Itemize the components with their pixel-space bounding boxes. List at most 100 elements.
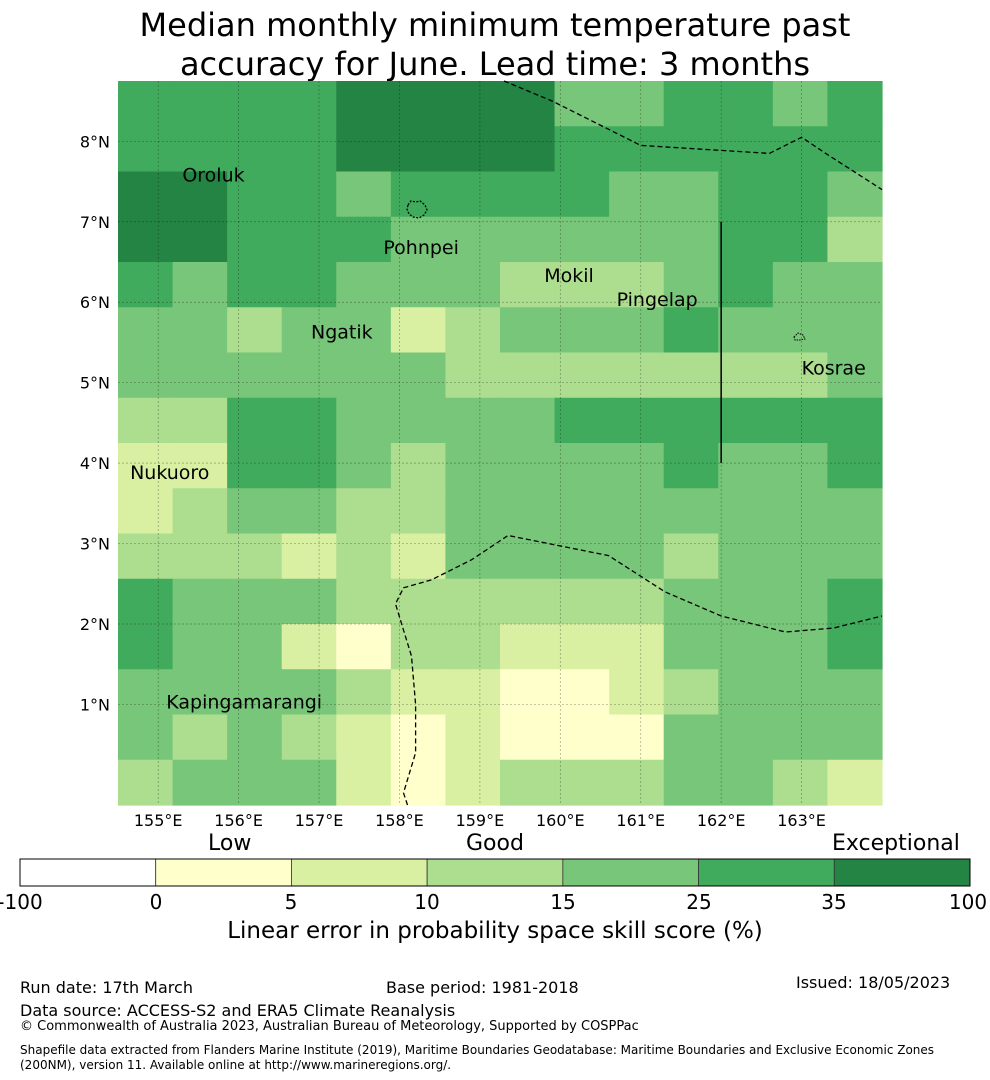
skill-cell [609,262,665,308]
skill-cell [390,759,447,806]
skill-cell [554,171,610,218]
skill-cell [772,714,829,761]
colorbar-tick-label: 10 [414,890,440,914]
skill-cell [227,669,283,716]
colorbar-segment [698,858,835,887]
latitude-tick-label: 8°N [80,132,110,151]
skill-cell [554,126,610,173]
skill-cell [445,352,501,399]
map-axes: 155°E 156°E 157°E 158°E 159°E 160°E 161°E 162°E… [80,132,826,830]
skill-cell [390,262,447,308]
colorbar-tick-label: 0 [149,890,163,914]
latitude-tick-label: 3°N [80,535,110,554]
skill-cell [281,533,337,580]
skill-cell [172,307,228,354]
skill-cell [390,81,447,127]
skill-cell [663,533,719,580]
skill-cell [172,352,228,399]
skill-cell [227,126,283,173]
skill-cell [281,216,337,263]
skill-cell [718,352,774,399]
skill-cell [500,669,556,716]
skill-cell [390,397,447,444]
skill-cell [772,81,829,127]
skill-cell [500,759,556,806]
skill-cell [390,171,447,218]
eez-boundaries [394,80,883,806]
skill-cell [663,171,719,218]
skill-cell [554,81,610,127]
skill-cell [827,578,883,625]
skill-cell [718,307,774,354]
skill-cell [445,443,501,489]
skill-cell [718,488,774,535]
skill-cell [827,533,883,580]
skill-cell [609,126,665,173]
skill-cell [718,171,774,218]
skill-cell [445,759,501,806]
skill-cell [827,714,883,761]
colorbar-tick-label: 35 [821,890,847,914]
title-line-1: Median monthly minimum temperature past [139,6,851,44]
skill-cell [281,352,337,399]
skill-cell [390,126,447,173]
latitude-tick-label: 4°N [80,454,110,473]
skill-cell [827,759,883,806]
skill-cell [827,262,883,308]
latitude-tick-label: 6°N [80,293,110,312]
skill-cell [227,307,283,354]
skill-cell [772,307,829,354]
skill-cell [281,443,337,489]
skill-cell [172,443,228,489]
skill-cell [281,624,337,670]
skill-cell [827,81,883,127]
category-low: Low [208,831,252,856]
skill-cell [445,669,501,716]
skill-cell [718,759,774,806]
skill-cell [336,488,392,535]
skill-cell [609,624,665,670]
colorbar-segment [426,858,564,887]
skill-cell [500,397,556,444]
skill-cell [827,216,883,263]
longitude-tick-label: 156°E [214,811,263,830]
longitude-tick-label: 155°E [134,811,183,830]
graticule [118,81,882,805]
skill-cell [445,714,501,761]
skill-cell [227,171,283,218]
skill-cell [500,624,556,670]
skill-cell [118,443,174,489]
skill-cell [118,578,174,625]
run-date: Run date: 17th March [20,978,193,997]
latitude-tick-label: 1°N [80,695,110,714]
skill-cell [663,307,719,354]
place-label: Kapingamarangi [166,691,322,713]
skill-cell [827,171,883,218]
colorbar-segment [19,858,157,887]
skill-cell [500,443,556,489]
skill-cell [500,262,556,308]
longitude-tick-label: 161°E [616,811,665,830]
skill-cell [445,126,501,173]
skill-cell [772,171,829,218]
skill-cell [172,126,228,173]
category-exceptional: Exceptional [832,831,960,856]
chart-title: Median monthly minimum temperature past … [0,6,990,84]
longitude-tick-label: 159°E [456,811,505,830]
colorbar-frame [19,858,971,887]
skill-cell [554,669,610,716]
colorbar-tick-label: 100 [948,890,988,914]
skill-cell [336,533,392,580]
skill-cell [390,216,447,263]
longitude-tick-label: 158°E [375,811,424,830]
skill-cell [827,488,883,535]
island-shapes [406,200,806,341]
skill-cell [172,624,228,670]
place-label: Kosrae [802,358,866,380]
skill-cell [663,352,719,399]
skill-cell [609,714,665,761]
skill-cell [118,81,174,127]
skill-cell [336,714,392,761]
skill-cell [554,578,610,625]
colorbar-segment [833,858,971,887]
